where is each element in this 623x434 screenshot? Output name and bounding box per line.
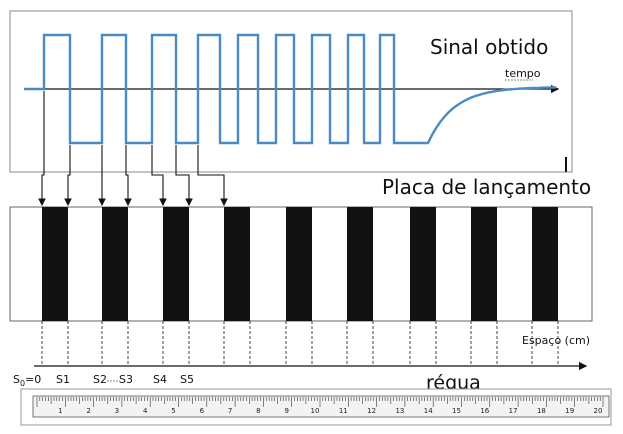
ruler-number: 13 (395, 407, 404, 415)
connector-arrow (64, 145, 72, 207)
ruler-number: 3 (115, 407, 119, 415)
plate-bar (286, 207, 312, 321)
ruler-number: 20 (594, 407, 603, 415)
connector-arrow (38, 91, 46, 207)
plate-bar (471, 207, 497, 321)
label-s0: S0=0 (13, 373, 41, 388)
time-axis-label: tempo (505, 67, 541, 80)
signal-waveform (24, 33, 557, 145)
ruler-number: 8 (256, 407, 260, 415)
ruler-number: 15 (452, 407, 461, 415)
label-s4: S4 (153, 373, 167, 386)
ruler-number: 17 (509, 407, 518, 415)
plate-bar (102, 207, 128, 321)
ruler-number: 18 (537, 407, 546, 415)
label-s5: S5 (180, 373, 194, 386)
ruler-number: 6 (200, 407, 205, 415)
ruler-ticks (36, 397, 604, 407)
signal-panel (9, 10, 573, 173)
ruler-number: 11 (339, 407, 348, 415)
connectors (38, 91, 228, 207)
plate-bar (42, 207, 68, 321)
ruler-number: 10 (311, 407, 320, 415)
plate-bars (42, 207, 558, 321)
ruler-number: 16 (480, 407, 489, 415)
connector-arrow (197, 145, 228, 207)
plate-bar (224, 207, 250, 321)
connector-arrow (175, 145, 193, 207)
plate-title: Placa de lançamento (382, 175, 591, 199)
plate-bar (163, 207, 189, 321)
ruler-number: 2 (86, 407, 90, 415)
ruler-number: 5 (171, 407, 175, 415)
ruler-number: 12 (367, 407, 376, 415)
ruler-number: 4 (143, 407, 148, 415)
label-s1: S1 (56, 373, 70, 386)
ruler-number: 1 (58, 407, 62, 415)
connector-arrow (151, 145, 167, 207)
projection-lines (41, 321, 559, 366)
ruler-body (32, 395, 610, 418)
signal-title: Sinal obtido (430, 35, 548, 59)
ruler-number: 14 (424, 407, 433, 415)
ruler-numbers: 1 2 3 4 5 6 7 8 9 10 11 12 13 14 15 16 17 18 19 20 (58, 407, 602, 415)
label-s2: S2 (93, 373, 107, 386)
ruler-number: 9 (284, 407, 288, 415)
plate-bar (347, 207, 373, 321)
plate-bar (532, 207, 558, 321)
connector-arrow (124, 145, 132, 207)
space-axis-label: Espaço (cm) (522, 334, 590, 347)
plate-bar (410, 207, 436, 321)
label-s3: S3 (119, 373, 133, 386)
ruler-number: 19 (565, 407, 574, 415)
ruler-number: 7 (228, 407, 232, 415)
